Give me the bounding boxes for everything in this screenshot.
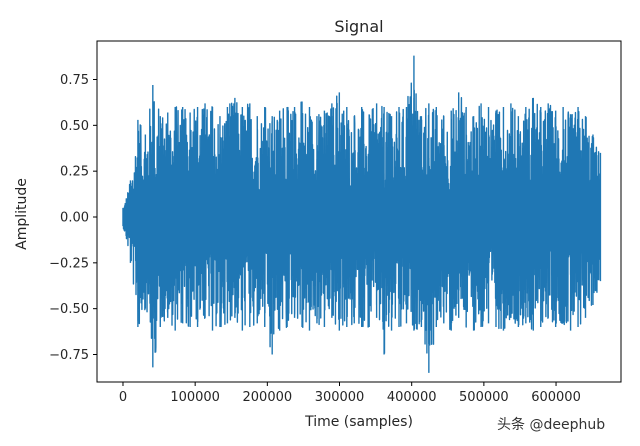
x-axis-label: Time (samples) xyxy=(304,414,413,430)
signal-series-line xyxy=(122,55,602,373)
x-axis: 0 100000 200000 300000 400000 500000 600000 xyxy=(119,382,581,405)
x-tick-label: 300000 xyxy=(315,390,365,405)
y-tick-label: −0.50 xyxy=(49,302,89,317)
y-tick-label: 0.00 xyxy=(60,211,89,226)
plot-frame xyxy=(96,40,622,383)
chart-title: Signal xyxy=(334,17,383,36)
x-tick-label: 500000 xyxy=(459,390,509,405)
x-tick-label: 100000 xyxy=(170,390,220,405)
y-tick-label: 0.50 xyxy=(60,119,89,134)
y-tick-label: −0.75 xyxy=(49,348,89,363)
y-axis-label: Amplitude xyxy=(14,178,30,250)
series-layer xyxy=(122,55,602,373)
x-tick-label: 600000 xyxy=(531,390,581,405)
x-tick-label: 0 xyxy=(119,390,127,405)
y-tick-label: −0.25 xyxy=(49,256,89,271)
x-tick-label: 200000 xyxy=(243,390,293,405)
x-tick-label: 400000 xyxy=(387,390,437,405)
y-tick-label: 0.25 xyxy=(60,165,89,180)
watermark: 头条 @deephub xyxy=(497,417,606,433)
y-axis: 0.75 0.50 0.25 0.00 −0.25 −0.50 −0.75 xyxy=(49,73,97,363)
y-tick-label: 0.75 xyxy=(60,73,89,88)
